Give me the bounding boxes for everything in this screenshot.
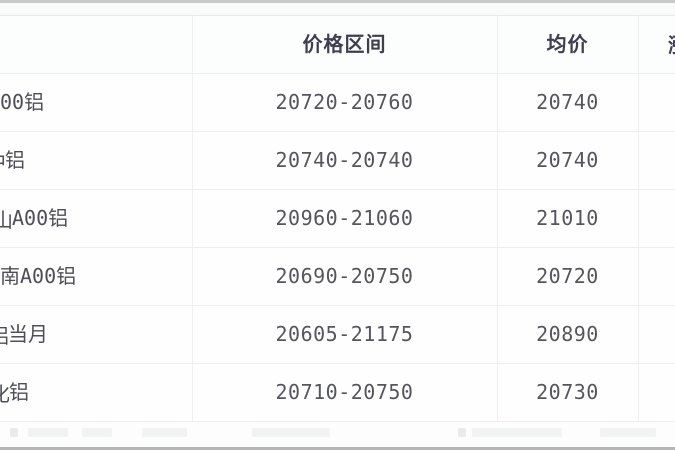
product-name: 00铝 [0,90,45,114]
page-background-band [0,3,675,15]
column-separator [192,15,193,421]
column-separator [497,15,498,421]
price-range-cell: 20720-20760 [275,90,414,114]
change-cell [638,364,675,421]
product-name-cell: 南A00铝 [0,248,192,305]
bottom-divider-bar [0,447,675,450]
average-price-cell: 20740 [536,90,599,114]
product-name-cell: 山A00铝 [0,190,192,247]
table-row: 00铝 20720-20760 20740 [0,74,675,132]
footer-smudge [82,428,112,437]
change-cell [638,74,675,131]
footer-smudge [142,428,187,437]
average-price-cell: 20890 [536,322,599,346]
product-name-cell: 00铝 [0,74,192,131]
average-price-cell: 20720 [536,264,599,288]
product-name-cell: 中铝 [0,132,192,189]
product-name: 当月 [8,322,48,346]
clipped-character: 铝 [0,324,8,348]
price-range-cell: 20960-21060 [275,206,414,230]
header-average-price: 均价 [546,32,589,56]
clipped-character: 化 [0,382,9,406]
price-range-cell: 20605-21175 [275,322,414,346]
column-separator [638,15,639,421]
average-price-cell: 20730 [536,380,599,404]
change-cell [638,306,675,363]
product-name: 铝 [5,148,25,172]
clipped-character: 中 [0,150,5,174]
price-range-cell: 20690-20750 [275,264,414,288]
average-price-cell: 21010 [536,206,599,230]
change-cell [638,248,675,305]
header-name [0,16,192,73]
table-row: 南A00铝 20690-20750 20720 [0,248,675,306]
table-row: 中铝 20740-20740 20740 [0,132,675,190]
footer-smudge [458,428,466,437]
clipped-character: 山 [0,207,12,232]
footer-smudge [10,428,18,437]
product-name: 铝 [9,380,29,404]
price-range-cell: 20710-20750 [275,380,414,404]
price-table: 价格区间 均价 00铝 20720-20760 20740 中铝 20740-2… [0,15,675,422]
top-divider-bar [0,0,675,3]
table-row: 铝当月 20605-21175 20890 [0,306,675,364]
product-name: A00铝 [12,206,69,230]
change-cell [638,190,675,247]
header-change-clipped-label: 涨 [668,32,675,58]
table-header-row: 价格区间 均价 [0,16,675,74]
footer-smudge [600,428,656,437]
average-price-cell: 20740 [536,148,599,172]
footer-smudge [252,428,330,437]
product-name-cell: 化铝 [0,364,192,421]
price-range-cell: 20740-20740 [275,148,414,172]
change-cell [638,132,675,189]
footer-smudge [28,428,68,437]
header-price-range: 价格区间 [302,32,387,56]
table-row: 化铝 20710-20750 20730 [0,364,675,422]
product-name: 南A00铝 [0,264,77,288]
table-row: 山A00铝 20960-21060 21010 [0,190,675,248]
footer-smudge [472,428,562,437]
product-name-cell: 铝当月 [0,306,192,363]
